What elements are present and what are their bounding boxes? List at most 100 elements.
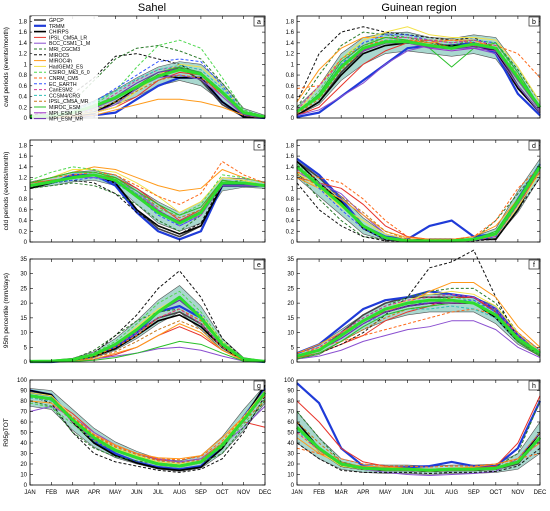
series-line-mri-cgcm3 — [29, 400, 266, 466]
y-tick-label: 1.8 — [19, 19, 28, 25]
y-tick-label: 35 — [20, 257, 27, 263]
series-line-ec-earth — [296, 299, 541, 357]
y-axis-label: cwd periods (events/month) — [3, 27, 10, 107]
panel-tag: d — [532, 143, 536, 150]
y-tick-label: 50 — [287, 431, 294, 437]
x-tick-label: JAN — [291, 490, 302, 496]
series-line-ec-earth — [296, 166, 541, 242]
series-line-canesm2 — [296, 36, 541, 111]
panel-tag-box — [253, 140, 265, 151]
y-tick-label: 25 — [287, 286, 294, 292]
y-tick-label: 10 — [20, 473, 27, 479]
y-tick-label: 0 — [291, 240, 295, 246]
x-tick-label: NOV — [237, 490, 250, 496]
series-line-cnrm-cm5 — [296, 166, 541, 240]
panel-d: 0 0.2 0.4 0.6 0.8 1 1.2 1.4 1.6 1.8 d — [286, 139, 542, 246]
y-tick-label: 1.6 — [19, 154, 28, 160]
column-title-guinean: Guinean region — [381, 2, 456, 14]
legend-label: GPCP — [49, 18, 64, 24]
x-tick-label: MAR — [335, 490, 349, 496]
x-tick-label: SEP — [195, 490, 207, 496]
y-tick-label: 1 — [291, 62, 295, 68]
panel-tag: e — [257, 262, 261, 269]
y-tick-label: 40 — [20, 441, 27, 447]
x-tick-label: JUN — [402, 490, 414, 496]
y-tick-label: 1.6 — [19, 30, 28, 36]
legend-label: MIROC5 — [49, 53, 69, 59]
y-axis-label: 95th percentile (mm/days) — [3, 273, 10, 348]
ensemble-mean-line — [295, 426, 542, 472]
panel-tag: h — [532, 383, 536, 390]
series-line-cnrm-cm5 — [29, 392, 266, 461]
series-line-csiro-mk3-6-0 — [29, 166, 266, 216]
ensemble-mean-line — [29, 391, 267, 468]
y-tick-label: 1.2 — [286, 52, 295, 58]
y-tick-label: 0.4 — [286, 219, 295, 225]
y-tick-label: 10 — [287, 473, 294, 479]
x-tick-label: APR — [88, 490, 101, 496]
y-tick-label: 0.4 — [286, 95, 295, 101]
y-tick-label: 20 — [20, 462, 27, 468]
panel-tag: a — [257, 19, 261, 26]
legend-label: TRMM — [49, 24, 65, 30]
plot-frame — [29, 258, 266, 363]
legend-label: IPSL_CM5A_MR — [49, 99, 89, 105]
y-tick-label: 0 — [24, 240, 28, 246]
panel-b: 0 0.2 0.4 0.6 0.8 1 1.2 1.4 1.6 1.8 b — [286, 15, 542, 122]
series-line-ipsl-cm5a-mr — [29, 320, 266, 363]
y-tick-label: 0.8 — [19, 73, 28, 79]
y-tick-label: 1 — [24, 186, 28, 192]
y-tick-label: 0.6 — [286, 84, 295, 90]
y-tick-label: 20 — [20, 301, 27, 307]
legend-label: CSIRO_Mk3_6_0 — [49, 70, 90, 76]
plot-frame — [296, 258, 541, 363]
y-tick-label: 1.2 — [286, 176, 295, 182]
panel-g: 0 10 20 30 40 50 60 70 80 90 100 JAN FEB MAR APR MAY JUN… — [3, 378, 272, 496]
y-tick-label: 0.2 — [286, 105, 295, 111]
legend-background — [32, 16, 98, 123]
legend-label: CNRM_CM5 — [49, 76, 79, 82]
y-tick-label: 1.2 — [19, 176, 28, 182]
panel-tag-box — [528, 140, 540, 151]
y-tick-label: 10 — [287, 331, 294, 337]
legend-label: CHIRPS — [49, 30, 69, 36]
series-line-hadgem2-es — [29, 169, 266, 213]
legend-label: EC_EARTH — [49, 82, 77, 88]
legend-label: MPI_ESM_LR — [49, 111, 82, 117]
series-line-ccsm4-crg — [296, 305, 541, 357]
y-tick-label: 90 — [287, 389, 294, 395]
y-tick-label: 0 — [24, 116, 28, 122]
series-line-canesm2 — [29, 308, 266, 363]
y-tick-label: 30 — [20, 452, 27, 458]
y-tick-label: 1.2 — [19, 52, 28, 58]
legend-label: MRI_CGCM3 — [49, 47, 80, 53]
panels-group: 0 0.2 0.4 0.6 0.8 1 1.2 1.4 1.6 1.8 cwd periods (e… — [3, 15, 547, 496]
y-axis-label: cdd periods (events/month) — [3, 152, 10, 231]
y-tick-label: 5 — [291, 345, 295, 351]
x-tick-label: AUG — [445, 490, 458, 496]
series-line-miroc5 — [296, 26, 541, 108]
y-tick-label: 5 — [24, 345, 28, 351]
y-tick-label: 1.4 — [19, 165, 28, 171]
y-tick-label: 0.8 — [286, 197, 295, 203]
x-tick-label: AUG — [173, 490, 186, 496]
panel-tag-box — [253, 16, 265, 27]
y-tick-label: 0 — [291, 116, 295, 122]
x-tick-label: MAY — [379, 490, 392, 496]
series-line-mri-cgcm3 — [296, 166, 541, 242]
y-tick-label: 0.6 — [286, 208, 295, 214]
y-tick-label: 20 — [287, 301, 294, 307]
ensemble-mean-line — [29, 295, 266, 363]
series-line-miroc-esm — [30, 340, 266, 363]
y-tick-label: 1.4 — [286, 41, 295, 47]
series-line-bcc-csm1-1-m — [296, 320, 541, 360]
legend-label: MIROC4h — [49, 59, 72, 65]
panel-tag-box — [528, 380, 540, 391]
y-tick-label: 15 — [20, 316, 27, 322]
series-line-miroc5 — [29, 395, 266, 473]
panel-c: 0 0.2 0.4 0.6 0.8 1 1.2 1.4 1.6 1.8 cdd periods (e… — [3, 139, 266, 246]
panel-f: 0 5 10 15 20 25 30 35 f — [287, 249, 541, 366]
x-tick-label: OCT — [216, 490, 229, 496]
series-line-miroc-esm — [29, 171, 266, 216]
